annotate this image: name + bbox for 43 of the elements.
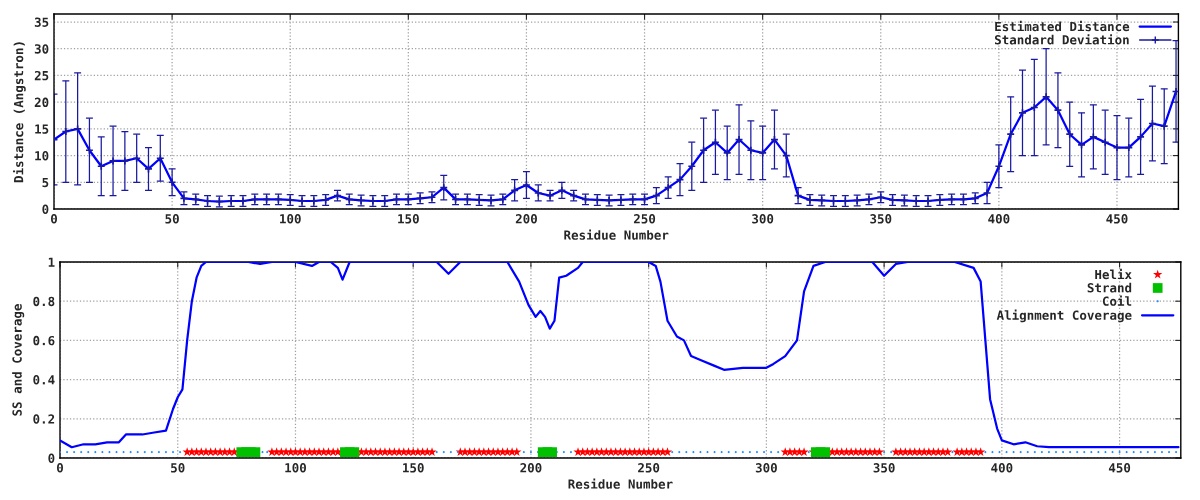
y-tick-label: 0.4 — [33, 375, 55, 385]
x-tick-label: 200 — [520, 463, 542, 473]
y-tick-label: 0.6 — [33, 335, 55, 346]
legend-label: Helix — [1095, 268, 1132, 280]
legend-label: Strand — [1087, 282, 1132, 293]
x-tick-label: 200 — [515, 214, 537, 224]
x-tick-label: 450 — [1108, 463, 1131, 473]
x-tick-label: 400 — [988, 214, 1010, 224]
x-axis-title: Residue Number — [568, 478, 673, 489]
x-tick-label: 250 — [638, 463, 660, 473]
legend-label: Alignment Coverage — [996, 309, 1132, 323]
y-axis-title: SS and Coverage — [12, 304, 25, 416]
y-tick-label: 5 — [42, 177, 49, 188]
legend-label: Standard Deviation — [994, 34, 1129, 45]
x-tick-label: 0 — [56, 463, 64, 473]
x-tick-label: 350 — [870, 214, 892, 224]
y-tick-label: 20 — [34, 97, 49, 108]
y-tick-label: 0 — [48, 453, 55, 463]
x-tick-label: 100 — [280, 214, 301, 224]
x-tick-label: 300 — [752, 214, 774, 224]
legend-label: Coil — [1102, 295, 1132, 306]
x-tick-label: 300 — [755, 463, 777, 473]
x-tick-label: 150 — [403, 463, 424, 473]
legend-label: Estimated Distance — [995, 20, 1130, 32]
y-tick-label: 35 — [34, 17, 49, 27]
y-tick-label: 1 — [48, 257, 55, 267]
y-tick-label: 30 — [34, 44, 49, 54]
y-tick-label: 15 — [35, 124, 49, 134]
x-tick-label: 350 — [873, 463, 895, 473]
x-tick-label: 400 — [991, 463, 1013, 473]
y-tick-label: 0 — [42, 204, 49, 214]
y-axis-title: Distance (Angstron) — [12, 42, 26, 183]
x-tick-label: 250 — [633, 214, 656, 224]
x-tick-label: 450 — [1106, 214, 1128, 224]
x-tick-label: 50 — [171, 463, 185, 473]
y-tick-label: 0.2 — [33, 414, 55, 424]
y-tick-label: 0.8 — [33, 296, 55, 307]
x-tick-label: 100 — [285, 463, 306, 473]
y-tick-label: 25 — [34, 70, 49, 81]
x-axis-title: Residue Number — [564, 229, 669, 240]
x-tick-label: 50 — [165, 214, 179, 224]
y-tick-label: 10 — [35, 151, 49, 161]
x-tick-label: 150 — [398, 214, 419, 224]
